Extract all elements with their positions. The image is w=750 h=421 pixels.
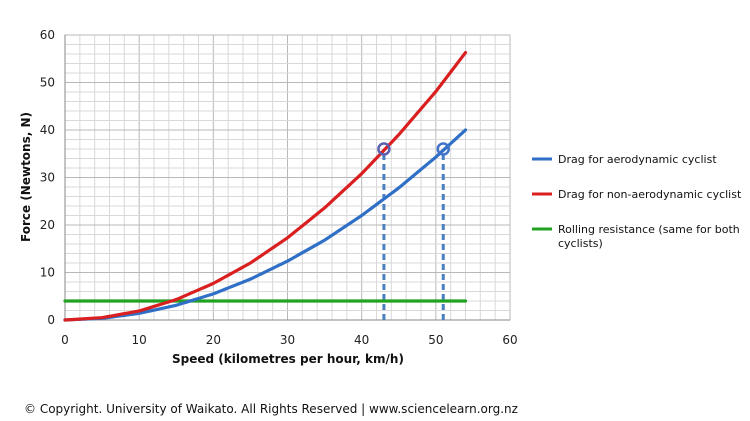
x-tick-label: 60 [502, 333, 517, 347]
tick-labels: 0 10 20 30 40 50 60 0 10 20 30 40 50 60 [40, 28, 518, 347]
y-tick-label: 50 [40, 76, 55, 90]
series-line [63, 128, 468, 322]
x-tick-label: 30 [280, 333, 295, 347]
chart-series [63, 50, 468, 322]
intersection-marker [377, 142, 391, 156]
x-tick-label: 50 [428, 333, 443, 347]
chart-grid [64, 34, 511, 321]
legend-label: Drag for non-aerodynamic cyclist [558, 188, 742, 201]
chart-legend: Drag for aerodynamic cyclist Drag for non… [532, 153, 742, 250]
y-tick-label: 0 [47, 313, 55, 327]
y-tick-label: 60 [40, 28, 55, 42]
chart-markers [377, 142, 450, 156]
y-tick-label: 30 [40, 171, 55, 185]
x-tick-label: 10 [132, 333, 147, 347]
legend-label: cyclists) [558, 237, 603, 250]
copyright-notice: © Copyright. University of Waikato. All … [24, 402, 518, 416]
y-tick-label: 40 [40, 123, 55, 137]
x-axis-title: Speed (kilometres per hour, km/h) [172, 352, 404, 366]
y-tick-label: 10 [40, 266, 55, 280]
chart-axes [64, 35, 510, 321]
intersection-marker [436, 142, 450, 156]
x-tick-label: 20 [206, 333, 221, 347]
x-tick-label: 40 [354, 333, 369, 347]
legend-label: Rolling resistance (same for both [558, 223, 740, 236]
series-line [63, 50, 468, 322]
legend-label: Drag for aerodynamic cyclist [558, 153, 717, 166]
x-tick-label: 0 [61, 333, 69, 347]
y-axis-title: Force (Newtons, N) [19, 112, 33, 242]
reference-lines [382, 149, 445, 320]
y-tick-label: 20 [40, 218, 55, 232]
